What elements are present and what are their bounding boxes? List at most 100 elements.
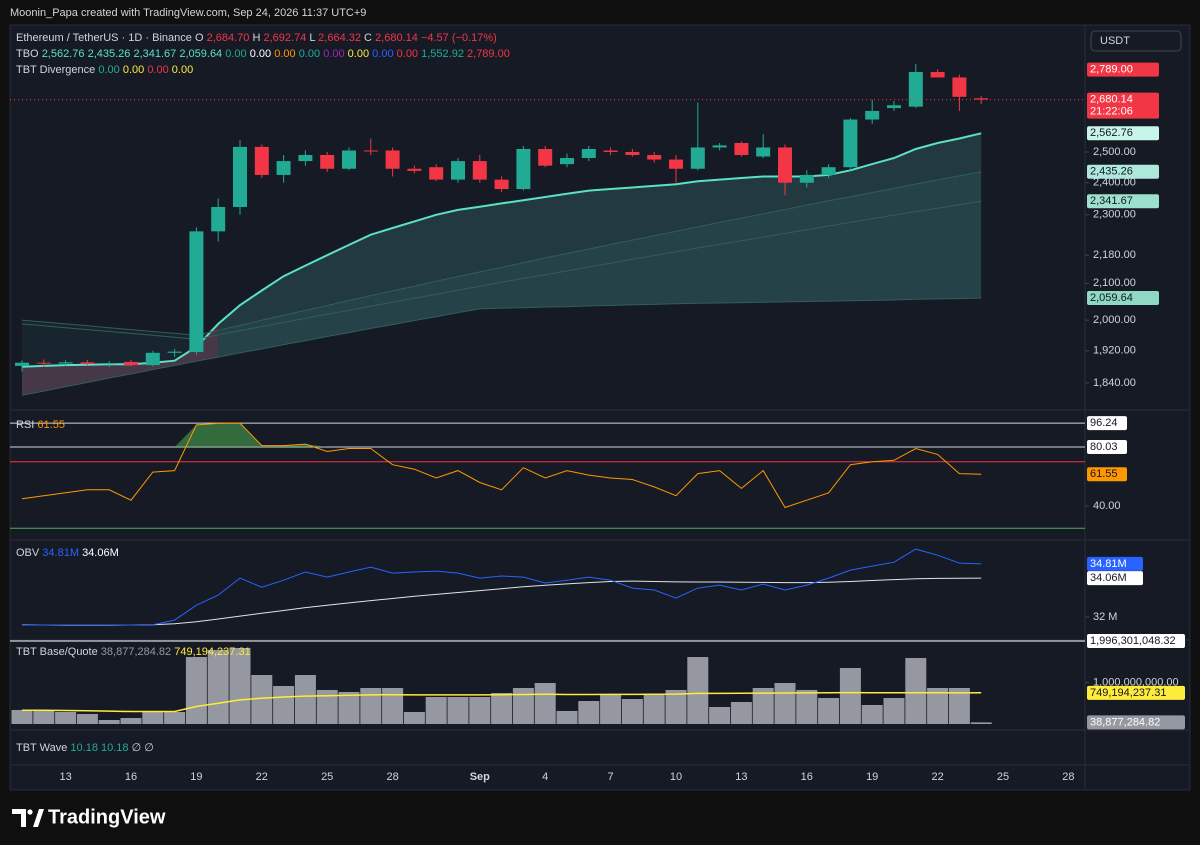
ohlc-key: L: [309, 32, 315, 44]
volume-bar: [98, 720, 120, 724]
cloud: [567, 190, 589, 307]
indicator-value: 0.00: [98, 64, 119, 76]
volume-bar: [403, 711, 425, 724]
cloud: [87, 325, 110, 383]
volume-bar: [120, 718, 142, 724]
tbo-line: [21, 132, 982, 368]
indicator-value: 2,789.00: [467, 48, 510, 60]
volume-bar: [665, 689, 687, 724]
cloud: [458, 206, 480, 313]
cloud: [567, 248, 589, 307]
volume-bar: [883, 698, 905, 724]
price-tag: [1087, 92, 1159, 119]
x-tick-label: 4: [542, 771, 548, 783]
cloud: [610, 187, 633, 306]
volume-bar: [774, 683, 796, 724]
candle-body: [472, 161, 487, 180]
x-tick-label: 10: [670, 771, 682, 783]
indicator-value: 38,877,284.82: [101, 646, 171, 658]
indicator-value: 34.06M: [82, 547, 119, 559]
volume-bar: [491, 692, 513, 724]
volume-bar: [469, 697, 491, 724]
ohlc-value: 2,684.70: [207, 32, 250, 44]
volume-bar: [185, 657, 207, 724]
candle-body: [712, 145, 727, 148]
volume-bar: [142, 711, 164, 724]
indicator-value: 0.00: [323, 48, 344, 60]
currency-button[interactable]: [1090, 30, 1182, 52]
candle-body: [843, 119, 858, 168]
pane-legend: RSI 61.55: [16, 419, 65, 431]
volume-bar: [600, 693, 622, 724]
price-tag: [1087, 194, 1159, 209]
indicator-value: 2,341.67: [133, 48, 176, 60]
cloud: [850, 164, 873, 301]
cloud: [828, 196, 851, 302]
cloud: [632, 185, 655, 305]
cloud: [785, 176, 807, 302]
candle-body: [429, 167, 444, 180]
volume-bar: [927, 687, 949, 724]
indicator-value: 0.00: [123, 64, 144, 76]
volume-bar: [382, 687, 404, 724]
cloud: [131, 362, 153, 374]
volume-bar: [970, 722, 992, 724]
indicator-value: 749,194,237.31: [174, 646, 250, 658]
x-tick-label: 25: [321, 771, 333, 783]
price-tag: [1087, 290, 1159, 305]
indicator-name: TBO: [16, 48, 39, 60]
cloud: [349, 234, 371, 333]
indicator-value: 0.00: [299, 48, 320, 60]
logo: [12, 809, 44, 827]
volume-bar: [11, 709, 33, 724]
cloud: [479, 267, 502, 309]
x-tick-label: 25: [997, 771, 1009, 783]
cloud: [697, 179, 720, 304]
cloud: [545, 193, 567, 308]
indicator-value: 2,059.64: [179, 48, 222, 60]
volume-bar: [229, 647, 251, 724]
candle-body: [778, 147, 792, 183]
price-tag-label: 749,194,237.31: [1090, 687, 1166, 699]
indicator-value: 0.00: [274, 48, 295, 60]
cloud: [479, 203, 502, 309]
cloud: [654, 184, 676, 305]
x-tick-label: 16: [801, 771, 813, 783]
volume-bar: [534, 683, 556, 724]
indicator-value: 10.18: [70, 742, 98, 754]
price-tag-label: 1,996,301,048.32: [1090, 635, 1176, 647]
cloud: [43, 365, 66, 392]
price-tag-label: 2,562.76: [1090, 127, 1133, 139]
y-tick-label: 2,000.00: [1093, 314, 1136, 326]
price-tag: [1087, 439, 1127, 454]
indicator-value: 2,435.26: [88, 48, 131, 60]
x-tick-label: 13: [735, 771, 747, 783]
volume-bar: [709, 706, 731, 724]
volume-bar: [425, 697, 447, 724]
ohlc-key: C: [364, 32, 372, 44]
x-tick-label: 22: [931, 771, 943, 783]
cloud: [523, 257, 546, 308]
cloud: [741, 176, 764, 303]
cloud: [610, 240, 633, 306]
candle-body: [908, 72, 923, 107]
cloud: [240, 290, 262, 353]
cloud: [349, 295, 371, 333]
cloud: [261, 276, 284, 349]
cloud: [327, 300, 349, 337]
price-tag: [1087, 416, 1127, 431]
volume-bar: [643, 693, 665, 724]
price-tag-label: 2,680.14: [1090, 93, 1133, 105]
volume-bar: [447, 697, 469, 724]
indicator-value: 0.00: [348, 48, 369, 60]
legend-row: TBO 2,562.76 2,435.26 2,341.67 2,059.64 …: [16, 48, 510, 60]
candle-body: [494, 179, 509, 190]
price-tag: [1087, 126, 1159, 141]
cloud: [283, 265, 306, 345]
cloud: [131, 329, 153, 374]
cloud: [65, 364, 88, 387]
cloud: [741, 213, 764, 303]
candle-body: [363, 150, 378, 152]
volume-bar: [294, 675, 316, 724]
